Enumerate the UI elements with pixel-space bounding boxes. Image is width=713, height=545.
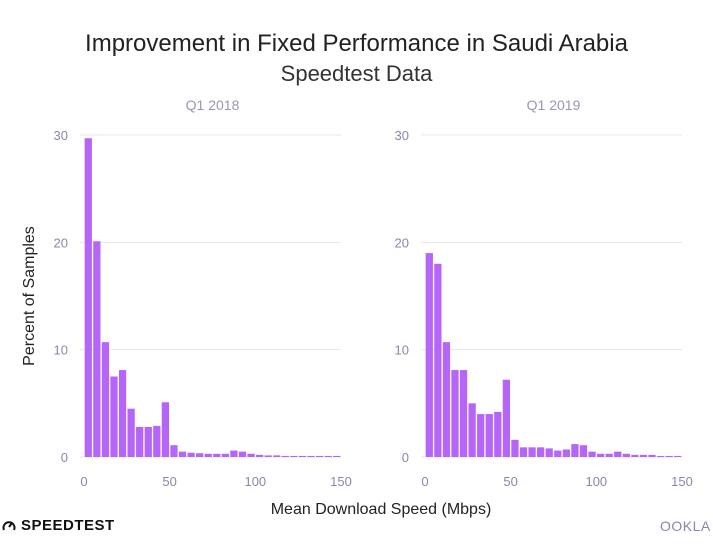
histogram-bar (230, 450, 238, 457)
histogram-bar (324, 455, 332, 457)
y-tick-label: 30 (54, 128, 68, 143)
histogram-bar (571, 444, 579, 457)
histogram-bar (605, 453, 613, 457)
speedometer-icon (2, 520, 16, 530)
y-tick-label: 0 (402, 450, 409, 465)
histogram-bar (136, 426, 144, 457)
speedtest-logo: SPEEDTEST (2, 517, 115, 534)
histogram-bar (639, 454, 648, 457)
histogram-bar (187, 452, 195, 457)
histogram-bar (425, 253, 433, 457)
histogram-bar (110, 376, 118, 457)
histogram-bar (196, 453, 204, 457)
histogram-bar (255, 454, 264, 457)
chart-subtitle: Speedtest Data (280, 61, 433, 86)
histogram-bar (442, 342, 451, 457)
histogram-bar (101, 342, 110, 457)
histogram-bar (127, 408, 135, 457)
histogram-bar (631, 454, 639, 457)
histogram-bar (485, 414, 493, 457)
x-tick-label: 0 (421, 474, 428, 489)
y-axis-label: Percent of Samples (21, 226, 38, 366)
histogram-bar (247, 453, 255, 457)
histogram-bar (614, 451, 622, 457)
histogram-bar (290, 455, 298, 457)
y-tick-label: 20 (54, 235, 68, 250)
histogram-bar (84, 138, 92, 457)
speedtest-logo-text: SPEEDTEST (21, 517, 115, 534)
histogram-bar (153, 425, 161, 457)
histogram-bar (579, 445, 588, 457)
histogram-bar (161, 402, 170, 457)
histogram-bar (333, 455, 341, 457)
y-tick-label: 30 (395, 128, 409, 143)
histogram-bar (494, 411, 502, 457)
x-tick-label: 50 (503, 474, 517, 489)
histogram-bar (434, 263, 442, 457)
histogram-bar (596, 453, 605, 457)
x-tick-label: 150 (671, 474, 693, 489)
histogram-bar (674, 455, 682, 457)
histogram-bar (545, 448, 553, 457)
histogram-bar (459, 370, 468, 457)
y-tick-label: 10 (54, 343, 68, 358)
ookla-logo: OOKLA (660, 518, 711, 534)
histogram-bar (519, 447, 528, 457)
histogram-bar (451, 370, 459, 457)
histogram-bar (554, 450, 562, 457)
histogram-bar (511, 439, 519, 457)
histogram-bar (648, 454, 656, 457)
y-tick-label: 0 (61, 450, 68, 465)
histogram-bar (221, 453, 229, 457)
histogram-bar (307, 455, 315, 457)
histogram-bar (170, 445, 178, 457)
histogram-bar (665, 455, 673, 457)
histogram-bar (118, 370, 127, 457)
histogram-bar (298, 455, 307, 457)
panel-title: Q1 2018 (186, 97, 240, 113)
panel-q1-2019: Q1 2019 0 10 20 30 0 50 100 150 (395, 97, 693, 489)
histogram-bar (562, 449, 570, 457)
histogram-bar (178, 451, 187, 457)
histogram-bar (273, 455, 281, 457)
chart-title: Improvement in Fixed Performance in Saud… (85, 30, 628, 57)
histogram-bar (204, 453, 212, 457)
histogram-bar (477, 414, 485, 457)
x-tick-label: 0 (80, 474, 87, 489)
x-tick-label: 100 (244, 474, 266, 489)
histogram-bar (502, 379, 511, 457)
histogram-bar (468, 403, 476, 457)
x-tick-label: 100 (585, 474, 607, 489)
histogram-bar (537, 447, 545, 457)
x-axis-label: Mean Download Speed (Mbps) (271, 501, 492, 518)
panel-q1-2018: Q1 2018 0 10 20 30 0 50 100 150 (54, 97, 352, 489)
histogram-bar (238, 451, 247, 457)
histogram-bar (315, 455, 324, 457)
x-tick-label: 50 (162, 474, 176, 489)
histogram-bar (656, 455, 665, 457)
histogram-bar (264, 455, 272, 457)
panel-title: Q1 2019 (527, 97, 581, 113)
histogram-bar (528, 447, 536, 457)
y-tick-label: 20 (395, 235, 409, 250)
histogram-bar (281, 455, 289, 457)
histogram-bar (213, 453, 221, 457)
y-tick-label: 10 (395, 343, 409, 358)
histogram-bar (93, 241, 101, 457)
x-tick-label: 150 (330, 474, 352, 489)
histogram-bar (588, 451, 596, 457)
histogram-bar (622, 453, 630, 457)
histogram-bar (144, 426, 152, 457)
